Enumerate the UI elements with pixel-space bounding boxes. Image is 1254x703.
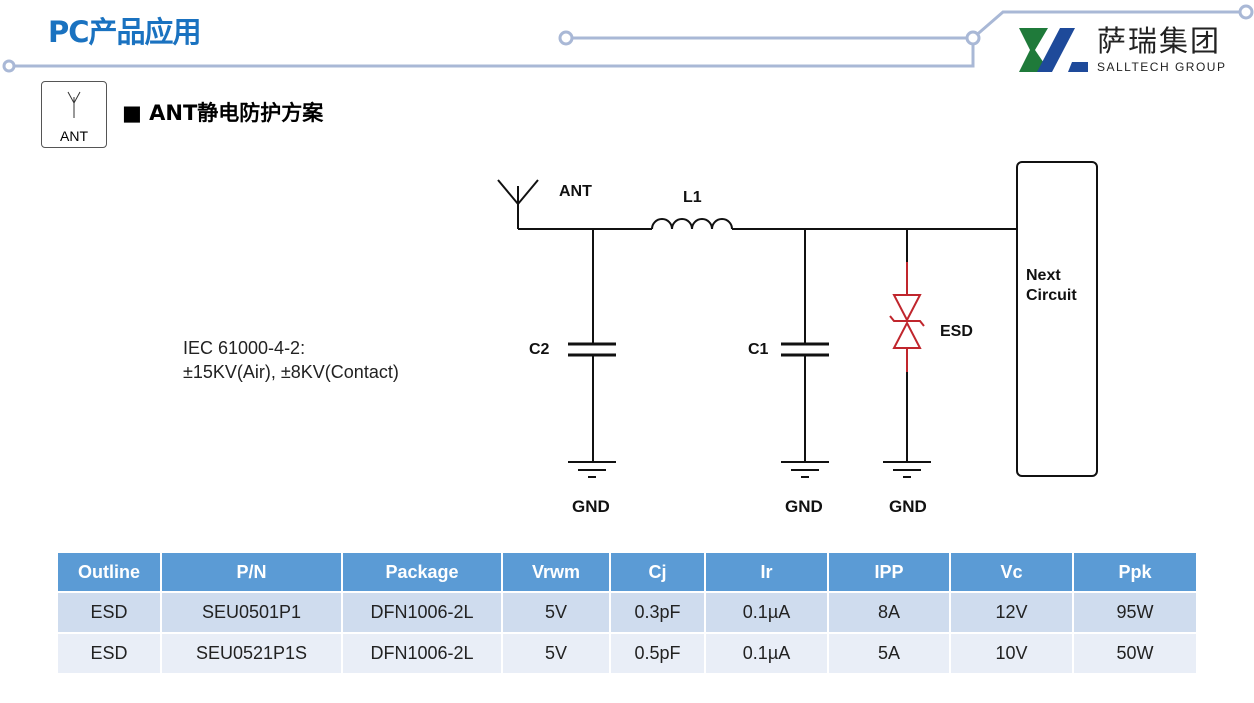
- label-c1: C1: [748, 341, 769, 358]
- capacitor-c1: [781, 229, 829, 462]
- inductor-l1: [651, 218, 733, 230]
- next-circuit-box: [1016, 161, 1098, 477]
- table-cell: ESD: [58, 593, 162, 632]
- antenna-symbol: [497, 179, 539, 229]
- column-header: P/N: [162, 553, 343, 591]
- ant-icon-label: ANT: [60, 128, 88, 144]
- label-next-circuit: Next Circuit: [1026, 267, 1077, 304]
- esd-diode-symbol: [889, 262, 925, 372]
- gnd-symbols: [568, 461, 931, 478]
- table-cell: 5V: [503, 634, 611, 673]
- standard-line2: ±15KV(Air), ±8KV(Contact): [183, 362, 399, 382]
- table-cell: SEU0521P1S: [162, 634, 343, 673]
- table-body: ESD SEU0501P1 DFN1006-2L 5V 0.3pF 0.1µA 8A 12V 9…: [58, 593, 1196, 673]
- column-header: Vrwm: [503, 553, 611, 591]
- section-title-text: ANT静电防护方案: [149, 101, 324, 125]
- table-cell: ESD: [58, 634, 162, 673]
- label-gnd: GND: [785, 497, 823, 516]
- column-header: Ppk: [1074, 553, 1196, 591]
- column-header: Ir: [706, 553, 829, 591]
- ant-icon-box: ANT: [41, 81, 107, 148]
- table-cell: SEU0501P1: [162, 593, 343, 632]
- gnd-symbol: [568, 461, 616, 478]
- label-l1: L1: [683, 189, 702, 206]
- label-ant: ANT: [559, 183, 592, 200]
- standard-line1: IEC 61000-4-2:: [183, 338, 306, 358]
- capacitor-c2: [568, 229, 616, 462]
- logo-text-en: SALLTECH GROUP: [1097, 60, 1227, 74]
- table-cell: 50W: [1074, 634, 1196, 673]
- table-cell: 0.1µA: [706, 634, 829, 673]
- section-title: ■ ANT静电防护方案: [122, 100, 323, 126]
- table-cell: 0.3pF: [611, 593, 706, 632]
- logo-text-cn: 萨瑞集团: [1097, 24, 1222, 58]
- table-cell: DFN1006-2L: [343, 593, 503, 632]
- standard-text: IEC 61000-4-2: ±15KV(Air), ±8KV(Contact): [183, 336, 399, 384]
- label-gnd: GND: [572, 497, 610, 516]
- table-cell: 5A: [829, 634, 951, 673]
- column-header: Vc: [951, 553, 1074, 591]
- label-gnd: GND: [889, 497, 927, 516]
- label-esd: ESD: [940, 323, 973, 340]
- column-header: IPP: [829, 553, 951, 591]
- gnd-symbol: [781, 461, 829, 478]
- schematic: [497, 161, 1098, 478]
- header-decor-lines: [2, 4, 1254, 73]
- column-header: Outline: [58, 553, 162, 591]
- spec-table: Outline P/N Package Vrwm Cj Ir IPP Vc Ppk ESD SEU…: [58, 551, 1196, 675]
- bullet-square-icon: ■: [122, 101, 142, 125]
- table-cell: 0.1µA: [706, 593, 829, 632]
- table-cell: 12V: [951, 593, 1074, 632]
- table-row: ESD SEU0521P1S DFN1006-2L 5V 0.5pF 0.1µA 5A 10V…: [58, 634, 1196, 673]
- column-header: Cj: [611, 553, 706, 591]
- table-cell: DFN1006-2L: [343, 634, 503, 673]
- table-cell: 8A: [829, 593, 951, 632]
- table-cell: 5V: [503, 593, 611, 632]
- gnd-symbol: [883, 461, 931, 478]
- table-cell: 95W: [1074, 593, 1196, 632]
- table-cell: 10V: [951, 634, 1074, 673]
- table-cell: 0.5pF: [611, 634, 706, 673]
- logo-mark: [1019, 28, 1088, 72]
- table-row: ESD SEU0501P1 DFN1006-2L 5V 0.3pF 0.1µA 8A 12V 9…: [58, 593, 1196, 632]
- label-c2: C2: [529, 341, 550, 358]
- column-header: Package: [343, 553, 503, 591]
- table-header-row: Outline P/N Package Vrwm Cj Ir IPP Vc Ppk: [58, 553, 1196, 591]
- page-title: PC产品应用: [48, 15, 202, 49]
- antenna-icon: [67, 91, 81, 118]
